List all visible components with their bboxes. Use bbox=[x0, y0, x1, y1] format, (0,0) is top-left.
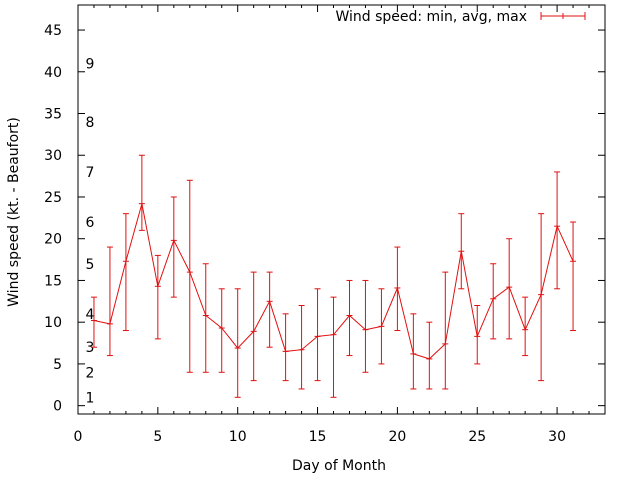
error-bar bbox=[218, 288, 225, 373]
y-tick-labels: 0 5 10 15 20 25 30 35 40 45 bbox=[44, 23, 62, 415]
error-bar bbox=[330, 296, 337, 398]
error-bar bbox=[106, 246, 113, 357]
error-bar bbox=[122, 213, 129, 332]
error-bar bbox=[314, 288, 321, 382]
x-tick-label: 5 bbox=[153, 429, 162, 445]
beaufort-label: 8 bbox=[86, 115, 95, 131]
error-bar bbox=[90, 296, 97, 348]
legend: Wind speed: min, avg, max bbox=[335, 9, 586, 25]
y-tick-label: 15 bbox=[44, 273, 62, 289]
x-tick-labels: 0 5 10 15 20 25 30 bbox=[74, 429, 566, 445]
axis-ticks bbox=[77, 5, 605, 414]
error-bar bbox=[202, 263, 209, 373]
error-bar bbox=[362, 279, 369, 373]
error-bar bbox=[554, 171, 561, 290]
y-tick-label: 5 bbox=[53, 357, 62, 373]
y-tick-label: 40 bbox=[44, 65, 62, 81]
beaufort-label: 4 bbox=[86, 307, 95, 323]
legend-swatch bbox=[540, 12, 586, 20]
x-tick-label: 0 bbox=[74, 429, 83, 445]
y-tick-label: 30 bbox=[44, 148, 62, 164]
beaufort-label: 1 bbox=[86, 390, 95, 406]
error-bar bbox=[138, 154, 145, 231]
error-bar bbox=[170, 196, 177, 298]
plot-frame bbox=[77, 4, 606, 415]
x-tick-label: 25 bbox=[468, 429, 486, 445]
error-bar bbox=[410, 313, 417, 390]
error-bar bbox=[442, 271, 449, 390]
y-tick-label: 20 bbox=[44, 232, 62, 248]
error-bar bbox=[346, 279, 353, 357]
y-axis-label: Wind speed (kt. - Beaufort) bbox=[6, 117, 22, 307]
y-tick-label: 0 bbox=[53, 399, 62, 415]
error-bar bbox=[522, 296, 529, 357]
error-bar bbox=[154, 254, 161, 340]
error-bar bbox=[490, 263, 497, 340]
x-axis-label: Day of Month bbox=[292, 458, 386, 474]
beaufort-labels: 1 2 3 4 5 6 7 8 9 bbox=[86, 56, 95, 406]
y-tick-label: 10 bbox=[44, 315, 62, 331]
beaufort-label: 6 bbox=[86, 215, 95, 231]
y-tick-label: 45 bbox=[44, 23, 62, 39]
avg-points bbox=[90, 203, 577, 360]
beaufort-label: 3 bbox=[86, 340, 95, 356]
error-bars bbox=[90, 154, 577, 398]
x-tick-label: 20 bbox=[388, 429, 406, 445]
error-bar bbox=[506, 238, 513, 340]
x-tick-label: 10 bbox=[229, 429, 247, 445]
beaufort-label: 9 bbox=[86, 56, 95, 72]
error-bar bbox=[538, 213, 545, 382]
error-bar bbox=[570, 221, 577, 332]
error-bar bbox=[186, 179, 193, 373]
x-tick-label: 30 bbox=[548, 429, 566, 445]
error-bar bbox=[250, 271, 257, 382]
y-tick-label: 35 bbox=[44, 107, 62, 123]
error-bar bbox=[298, 304, 305, 390]
error-bar bbox=[266, 271, 273, 348]
y-tick-label: 25 bbox=[44, 190, 62, 206]
legend-label: Wind speed: min, avg, max bbox=[335, 9, 527, 25]
beaufort-label: 7 bbox=[86, 165, 95, 181]
beaufort-label: 5 bbox=[86, 257, 95, 273]
error-bar bbox=[426, 321, 433, 390]
error-bar bbox=[282, 313, 289, 382]
x-tick-label: 15 bbox=[309, 429, 327, 445]
beaufort-label: 2 bbox=[86, 365, 95, 381]
error-bar bbox=[234, 288, 241, 398]
